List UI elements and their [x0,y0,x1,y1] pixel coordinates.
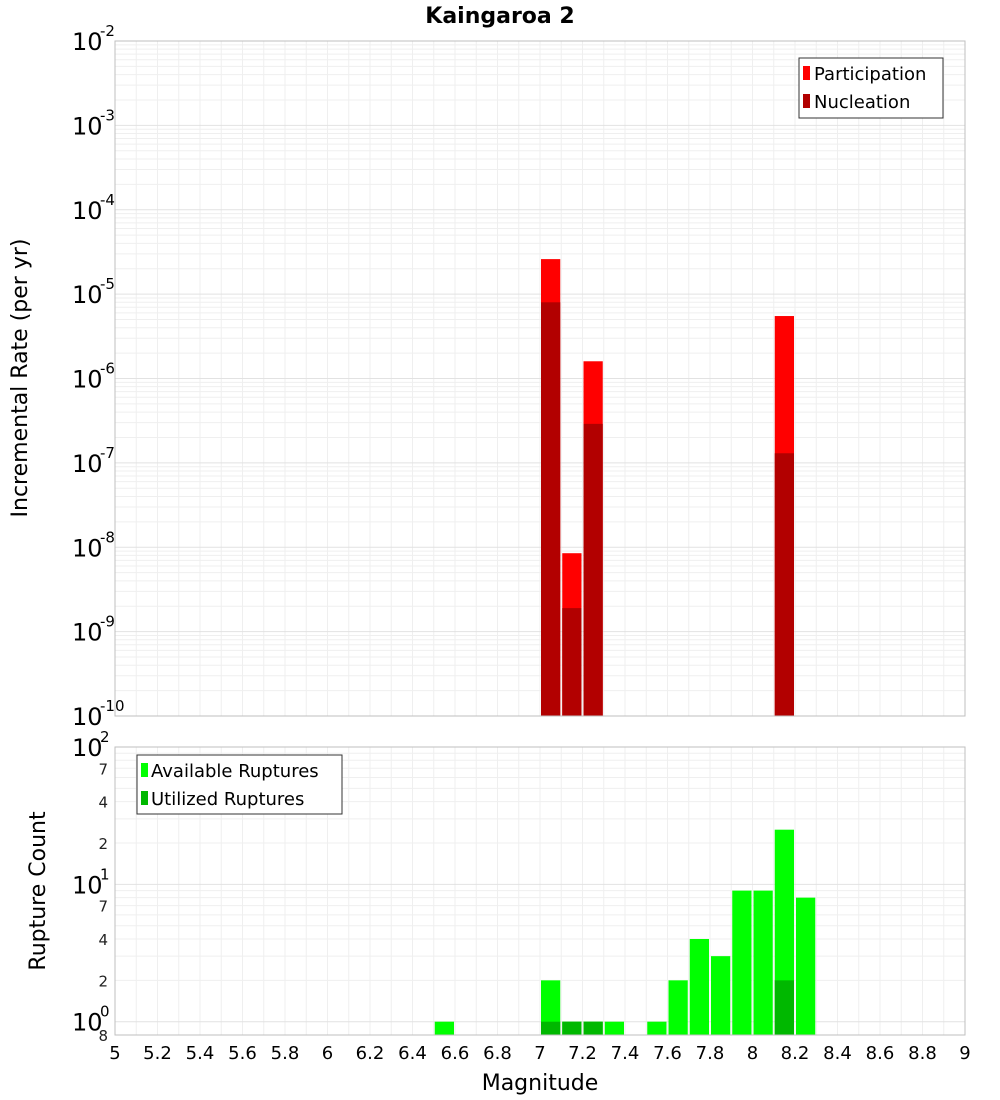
bar-utilized-ruptures [541,1021,561,1035]
y-tick-label: 10 [72,450,103,478]
bar-available-ruptures [796,897,816,1035]
top-legend-box [798,57,944,119]
y-tick-exponent: -3 [100,106,115,124]
y-tick-exponent: 2 [100,728,110,746]
x-tick-label: 5.8 [271,1043,300,1064]
y-tick-label: 10 [72,1009,103,1037]
x-tick-label: 8 [747,1043,758,1064]
legend-swatch-participation [803,66,810,80]
legend-swatch-nucleation [803,94,810,108]
bottom-legend-box [136,754,343,815]
x-tick-label: 7.8 [696,1043,725,1064]
x-tick-label: 5.6 [228,1043,257,1064]
y-tick-exponent: -10 [100,697,125,715]
x-tick-label: 6.2 [356,1043,385,1064]
bar-available-ruptures [434,1021,454,1035]
top-legend: Participation Nucleation [798,57,944,119]
y-tick-exponent: -9 [100,613,115,631]
bar-nucleation [774,453,794,716]
x-tick-label: 7.4 [611,1043,640,1064]
top-y-tick-labels: 10-210-310-410-510-610-710-810-910-10 [72,22,125,731]
y-tick-label: 2 [98,835,108,853]
bar-available-ruptures [753,890,773,1035]
top-plot-area [114,40,966,717]
bar-available-ruptures [668,980,688,1035]
top-bars [541,259,794,716]
x-tick-label: 7.6 [653,1043,682,1064]
y-tick-exponent: -4 [100,191,115,209]
top-y-axis-label: Incremental Rate (per yr) [8,239,33,518]
bottom-plot-area [114,746,966,1036]
x-tick-label: 8.2 [781,1043,810,1064]
x-tick-labels: 5 5.2 5.4 5.6 5.8 6 6.2 6.4 6.6 6.8 7 7.2 7.4 7.6 7.8 8… [109,1043,970,1064]
y-tick-exponent: -6 [100,360,115,378]
bottom-gridlines [114,747,966,1035]
legend-label-utilized: Utilized Ruptures [151,789,304,810]
y-tick-exponent: 1 [100,865,110,883]
bottom-bars [434,829,816,1035]
bottom-plot-border [114,746,966,1036]
bar-available-ruptures [647,1021,667,1035]
x-tick-label: 5 [109,1043,120,1064]
x-tick-label: 7 [534,1043,545,1064]
bar-utilized-ruptures [562,1021,582,1035]
x-tick-label: 8.4 [823,1043,852,1064]
x-tick-label: 8.8 [908,1043,937,1064]
y-tick-label: 10 [72,197,103,225]
bottom-y-axis-label: Rupture Count [26,811,51,971]
legend-label-participation: Participation [814,64,926,85]
legend-label-nucleation: Nucleation [814,92,910,113]
chart-title: Kaingaroa 2 [425,4,574,29]
y-tick-label: 2 [98,972,108,990]
y-tick-label: 10 [72,281,103,309]
x-tick-label: 5.4 [186,1043,215,1064]
y-tick-label: 10 [72,28,103,56]
x-tick-label: 5.2 [143,1043,172,1064]
bar-utilized-ruptures [774,980,794,1035]
y-tick-label: 10 [72,619,103,647]
top-gridlines [114,41,966,717]
x-axis-label: Magnitude [482,1071,599,1096]
bar-utilized-ruptures [583,1021,603,1035]
bar-available-ruptures [732,890,752,1035]
x-tick-label: 9 [959,1043,970,1064]
bar-nucleation [583,423,603,716]
y-tick-label: 7 [98,898,108,916]
legend-swatch-utilized [141,791,148,805]
y-tick-exponent: -7 [100,444,115,462]
bar-nucleation [541,302,561,716]
y-tick-label: 10 [72,112,103,140]
y-tick-exponent: -2 [100,22,115,40]
bar-available-ruptures [604,1021,624,1035]
bar-available-ruptures [689,939,709,1035]
x-tick-label: 6.8 [483,1043,512,1064]
bottom-legend: Available Ruptures Utilized Ruptures [136,754,343,815]
y-tick-label: 10 [72,734,103,762]
x-tick-label: 6.6 [441,1043,470,1064]
top-plot-border [114,40,966,717]
y-tick-exponent: -8 [100,528,115,546]
y-tick-label: 4 [98,931,108,949]
x-tick-label: 6 [322,1043,333,1064]
y-tick-label: 7 [98,760,108,778]
bar-available-ruptures [711,956,731,1035]
y-tick-label: 4 [98,794,108,812]
x-tick-label: 6.4 [398,1043,427,1064]
y-tick-label: 10 [72,703,103,731]
y-tick-exponent: 0 [100,1003,110,1021]
y-tick-label: 8 [98,1027,108,1045]
bar-available-ruptures [541,980,561,1035]
bar-nucleation [562,608,582,716]
legend-swatch-available [141,763,148,777]
x-tick-label: 8.6 [866,1043,895,1064]
y-tick-label: 10 [72,534,103,562]
y-tick-label: 10 [72,366,103,394]
x-tick-label: 7.2 [568,1043,597,1064]
legend-label-available: Available Ruptures [151,761,319,782]
y-tick-exponent: -5 [100,275,115,293]
y-tick-label: 10 [72,871,103,899]
